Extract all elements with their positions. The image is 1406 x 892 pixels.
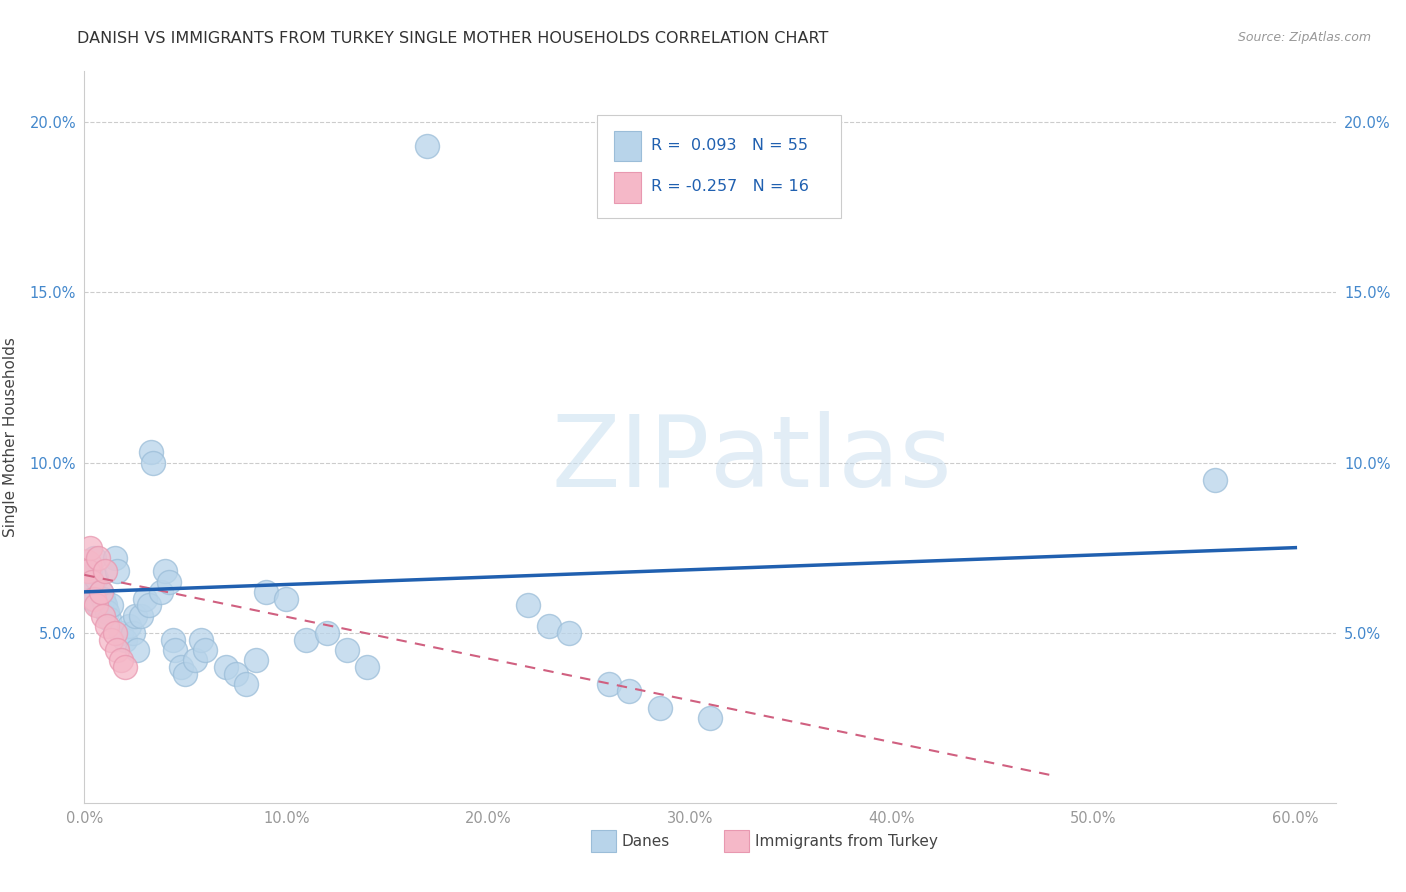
Point [104, 550, 127, 565]
Point [96, 619, 118, 633]
Point [110, 625, 132, 640]
Point [89, 585, 111, 599]
Point [86, 571, 108, 585]
Point [142, 456, 165, 470]
Point [517, 599, 540, 613]
Point [194, 642, 217, 657]
Point [245, 653, 267, 667]
Point [295, 632, 318, 647]
Point [153, 565, 176, 579]
Point [225, 666, 247, 681]
Point [75, 574, 97, 589]
Point [83, 550, 105, 565]
Point [93, 599, 115, 613]
Text: DANISH VS IMMIGRANTS FROM TURKEY SINGLE MOTHER HOUSEHOLDS CORRELATION CHART: DANISH VS IMMIGRANTS FROM TURKEY SINGLE … [77, 31, 828, 46]
Point [118, 619, 141, 633]
Point [105, 642, 128, 657]
Point [100, 632, 122, 647]
Point [139, 445, 162, 459]
Y-axis label: Single Mother Households: Single Mother Households [3, 337, 18, 537]
Point [77, 582, 100, 596]
Point [619, 683, 641, 698]
Point [150, 585, 173, 599]
Point [648, 700, 671, 714]
Text: Danes: Danes [621, 834, 669, 848]
Point [104, 625, 127, 640]
Point [114, 659, 136, 673]
Point [214, 659, 236, 673]
Point [558, 625, 581, 640]
Text: ZIP: ZIP [551, 410, 710, 508]
Text: R =  0.093   N = 55: R = 0.093 N = 55 [651, 137, 808, 153]
FancyBboxPatch shape [613, 172, 641, 203]
Point [129, 608, 152, 623]
Text: atlas: atlas [710, 410, 952, 508]
Point [91, 591, 114, 606]
Point [87, 599, 110, 613]
Point [87, 550, 110, 565]
Point [699, 711, 721, 725]
Point [138, 599, 160, 613]
Point [96, 605, 118, 619]
Point [82, 574, 104, 589]
Point [83, 591, 105, 606]
Point [537, 619, 560, 633]
Point [77, 565, 100, 579]
Point [1204, 473, 1226, 487]
Point [254, 585, 277, 599]
Point [82, 591, 104, 606]
Point [235, 677, 257, 691]
Point [174, 666, 197, 681]
Point [105, 565, 128, 579]
Point [190, 632, 212, 647]
Point [110, 653, 132, 667]
Point [336, 642, 359, 657]
Point [124, 608, 146, 623]
Point [170, 659, 193, 673]
Point [93, 565, 115, 579]
Point [356, 659, 378, 673]
Point [79, 565, 101, 579]
Point [114, 632, 136, 647]
Point [134, 591, 156, 606]
Text: Source: ZipAtlas.com: Source: ZipAtlas.com [1237, 31, 1371, 45]
Point [416, 139, 439, 153]
Point [86, 599, 108, 613]
Point [276, 591, 298, 606]
Point [162, 632, 184, 647]
Point [121, 625, 143, 640]
Point [157, 574, 180, 589]
Point [89, 585, 111, 599]
Point [165, 642, 187, 657]
Text: R = -0.257   N = 16: R = -0.257 N = 16 [651, 179, 808, 194]
Text: Immigrants from Turkey: Immigrants from Turkey [755, 834, 938, 848]
Point [97, 612, 120, 626]
Point [79, 541, 101, 555]
Point [75, 558, 97, 572]
Point [598, 677, 620, 691]
Point [315, 625, 337, 640]
Point [100, 599, 122, 613]
Point [184, 653, 207, 667]
FancyBboxPatch shape [598, 115, 841, 218]
FancyBboxPatch shape [613, 130, 641, 161]
Point [91, 608, 114, 623]
Point [125, 642, 148, 657]
